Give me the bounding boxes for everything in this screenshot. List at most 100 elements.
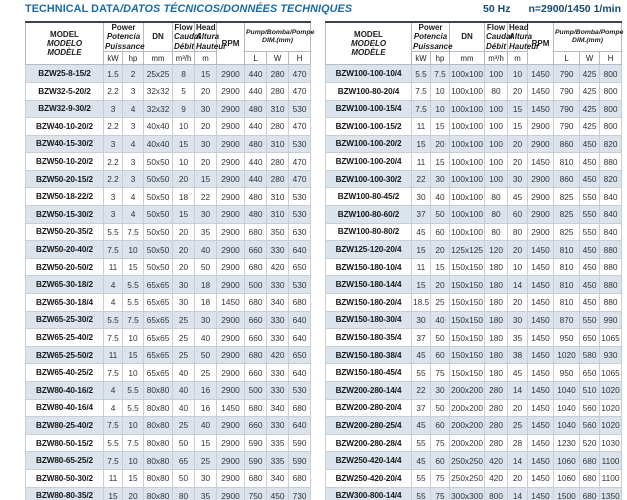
model-cell: BZW50-20-40/2 <box>25 240 104 259</box>
value-cell: 80 <box>484 187 509 207</box>
speed-value: n=2900/1450 1/min <box>528 3 621 15</box>
value-cell: 450 <box>579 257 601 277</box>
unit-flow: m³/h <box>172 51 196 66</box>
model-cell: BZW100-80-45/2 <box>325 187 412 207</box>
value-cell: 9 <box>172 99 196 119</box>
value-cell: 2.2 <box>103 152 123 171</box>
value-cell: 150x150 <box>449 345 486 365</box>
value-cell: 5 <box>172 81 196 101</box>
value-cell: 55 <box>411 468 431 488</box>
power-header: Power Potencia Puissance <box>410 21 453 53</box>
value-cell: 450 <box>266 486 290 500</box>
value-cell: 4 <box>121 99 145 119</box>
value-cell: 75 <box>429 486 451 500</box>
value-cell: 335 <box>266 451 290 470</box>
value-cell: 25 <box>172 328 196 347</box>
model-cell: BZW150-180-45/4 <box>325 363 412 382</box>
value-cell: 80 <box>484 222 509 242</box>
value-cell: 14 <box>507 381 529 400</box>
value-cell: 14 <box>507 451 529 470</box>
model-cell: BZW100-100-20/2 <box>325 134 412 154</box>
value-cell: 80x80 <box>143 451 174 470</box>
value-cell: 2900 <box>216 328 246 347</box>
model-cell: BZW100-100-30/2 <box>325 169 412 189</box>
table-row: BZW25-8-15/2 1.5 2 25x25 8 15 2900 440 280 470 <box>25 64 312 83</box>
model-cell: BZW65-40-25/2 <box>25 363 104 382</box>
value-cell: 660 <box>244 416 268 435</box>
table-row: BZW80-25-40/2 7.5 10 80x80 25 40 2900 660 330 640 <box>25 416 312 435</box>
value-cell: 930 <box>599 345 623 365</box>
value-cell: 5.5 <box>121 293 145 312</box>
value-cell: 425 <box>579 99 601 119</box>
model-cell: BZW80-50-15/2 <box>25 433 104 453</box>
value-cell: 5.5 <box>121 275 145 295</box>
model-cell: BZW150-180-38/4 <box>325 345 412 365</box>
model-cell: BZW50-10-20/2 <box>25 152 104 171</box>
value-cell: 40 <box>194 240 218 259</box>
value-cell: 50 <box>429 328 451 347</box>
value-cell: 7.5 <box>103 240 123 259</box>
table-row: BZW50-20-40/2 7.5 10 50x50 20 40 2900 660 330 640 <box>25 240 312 259</box>
value-cell: 30 <box>194 99 218 119</box>
value-cell: 335 <box>266 433 290 453</box>
value-cell: 30 <box>507 310 529 330</box>
value-cell: 50x50 <box>143 257 174 277</box>
value-cell: 2900 <box>527 187 555 207</box>
table-row: BZW200-280-20/4 37 50 200x200 280 20 1450 1040 5… <box>325 398 623 418</box>
value-cell: 25 <box>429 293 451 312</box>
value-cell: 22 <box>194 187 218 207</box>
value-cell: 1450 <box>216 398 246 418</box>
model-cell: BZW80-40-16/2 <box>25 381 104 400</box>
value-cell: 680 <box>244 293 268 312</box>
value-cell: 1450 <box>527 363 555 382</box>
value-cell: 80x80 <box>143 468 174 488</box>
value-cell: 660 <box>244 240 268 259</box>
value-cell: 4 <box>121 134 145 154</box>
value-cell: 150x150 <box>449 328 486 347</box>
value-cell: 25 <box>172 310 196 330</box>
table-row: BZW40-10-20/2 2.2 3 40x40 10 20 2900 440 280 470 <box>25 117 312 136</box>
value-cell: 1060 <box>553 468 581 488</box>
value-cell: 25 <box>194 363 218 382</box>
unit-w: W <box>266 51 290 66</box>
value-cell: 2900 <box>216 416 246 435</box>
value-cell: 330 <box>266 240 290 259</box>
value-cell: 10 <box>172 117 196 136</box>
model-cell: BZW150-180-14/4 <box>325 275 412 295</box>
value-cell: 180 <box>484 257 509 277</box>
value-cell: 2900 <box>216 275 246 295</box>
value-cell: 10 <box>121 416 145 435</box>
value-cell: 750 <box>244 486 268 500</box>
value-cell: 630 <box>288 222 312 242</box>
value-cell: 7.5 <box>121 310 145 330</box>
model-cell: BZW100-100-20/4 <box>325 152 412 171</box>
value-cell: 80 <box>507 222 529 242</box>
value-cell: 38 <box>507 345 529 365</box>
value-cell: 180 <box>484 293 509 312</box>
model-cell: BZW100-80-80/2 <box>325 222 412 242</box>
value-cell: 1450 <box>527 416 555 435</box>
value-cell: 100x100 <box>449 152 486 171</box>
value-cell: 420 <box>484 468 509 488</box>
value-cell: 100 <box>484 99 509 119</box>
value-cell: 1450 <box>527 99 555 119</box>
value-cell: 50x50 <box>143 240 174 259</box>
value-cell: 470 <box>288 169 312 189</box>
value-cell: 2900 <box>527 169 555 189</box>
value-cell: 15 <box>507 117 529 136</box>
table-row: BZW150-180-45/4 55 75 150x150 180 45 1450 950 65… <box>325 363 623 382</box>
model-cell: BZW65-25-30/2 <box>25 310 104 330</box>
model-cell: BZW80-80-35/2 <box>25 486 104 500</box>
table-row: BZW80-40-16/2 4 5.5 80x80 40 16 2900 500 330 530 <box>25 381 312 400</box>
value-cell: 25 <box>194 451 218 470</box>
value-cell: 440 <box>244 81 268 101</box>
value-cell: 50 <box>429 398 451 418</box>
value-cell: 40 <box>172 398 196 418</box>
value-cell: 560 <box>579 416 601 435</box>
value-cell: 550 <box>579 222 601 242</box>
value-cell: 10 <box>121 363 145 382</box>
value-cell: 45 <box>411 345 431 365</box>
table-row: BZW50-15-30/2 3 4 50x50 15 30 2900 480 310 530 <box>25 205 312 224</box>
value-cell: 480 <box>244 99 268 119</box>
value-cell: 1450 <box>527 398 555 418</box>
